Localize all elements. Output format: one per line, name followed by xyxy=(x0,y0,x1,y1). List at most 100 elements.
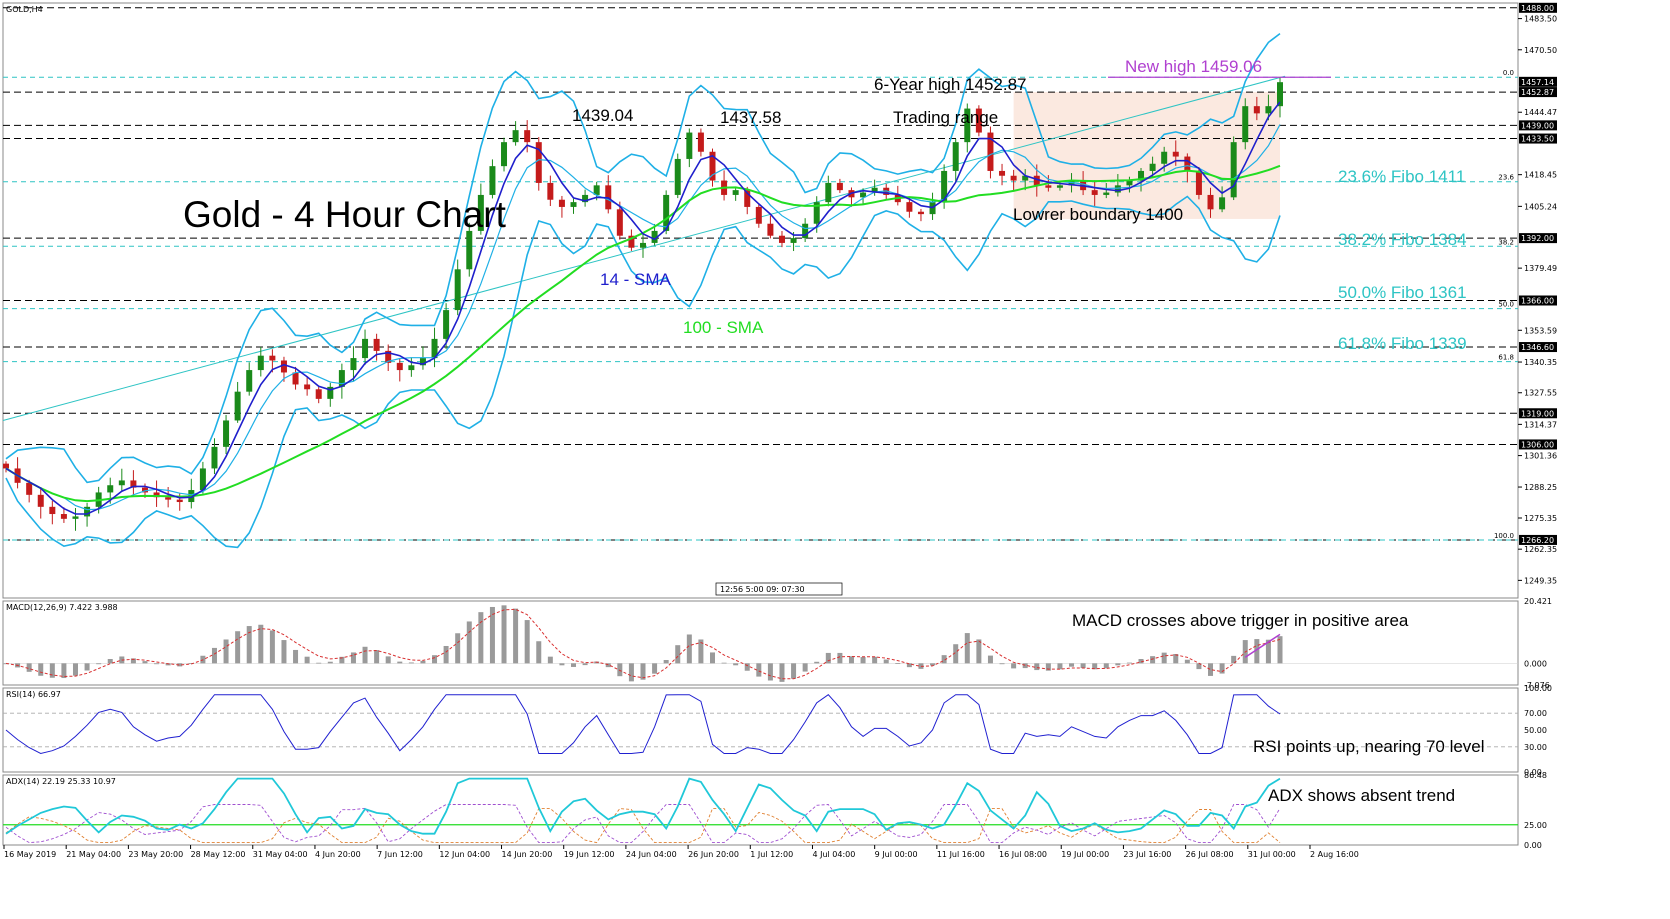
adx-note: ADX shows absent trend xyxy=(1268,786,1455,805)
date-label: 21 May 04:00 xyxy=(66,850,121,859)
candle-body xyxy=(1184,156,1191,171)
six-year-high-label: 6-Year high 1452.87 xyxy=(874,75,1027,94)
candle-body xyxy=(987,132,994,171)
price-tag-bg xyxy=(1519,408,1557,419)
candle-body xyxy=(37,494,44,507)
macd-bar xyxy=(1103,663,1109,669)
price-tag-bg xyxy=(1519,76,1557,87)
macd-bar xyxy=(293,649,299,664)
macd-bar xyxy=(339,656,345,664)
fibo-level-label: 100.0 xyxy=(1494,532,1514,540)
candle-body xyxy=(570,202,577,207)
macd-bar xyxy=(455,633,461,664)
macd-bar xyxy=(547,656,553,664)
macd-bar xyxy=(1219,663,1225,674)
macd-bar xyxy=(374,650,380,664)
macd-bar xyxy=(362,646,368,664)
candle-body xyxy=(628,235,635,248)
candle-body xyxy=(744,190,751,207)
price-tag: 1392.00 xyxy=(1521,234,1554,243)
candle-body xyxy=(1253,106,1260,114)
price-tag-bg xyxy=(1519,439,1557,450)
macd-bar xyxy=(709,652,715,664)
price-tag: 1346.60 xyxy=(1521,343,1554,352)
macd-bar xyxy=(675,645,681,664)
price-tag-bg xyxy=(1519,295,1557,306)
price-tag: 1457.14 xyxy=(1521,78,1554,87)
candle-body xyxy=(362,338,369,359)
macd-axis-label: 0.000 xyxy=(1524,659,1547,668)
candle-body xyxy=(640,242,646,248)
date-label: 1 Jul 12:00 xyxy=(750,850,793,859)
candle-body xyxy=(1230,142,1237,198)
macd-bar xyxy=(1231,655,1237,664)
adx-main-line xyxy=(5,777,1281,835)
macd-bar xyxy=(964,633,970,664)
candle-body xyxy=(118,480,125,486)
price-tag: 1319.00 xyxy=(1521,409,1554,418)
candle-body xyxy=(385,350,392,363)
price-tag-bg xyxy=(1519,534,1557,545)
peak-label-1439: 1439.04 xyxy=(572,106,633,125)
macd-bar xyxy=(1126,662,1132,664)
macd-bar xyxy=(107,659,113,664)
candle-body xyxy=(535,142,542,183)
price-tag-bg xyxy=(1519,233,1557,244)
date-label: 24 Jun 04:00 xyxy=(626,850,677,859)
price-tag-bg xyxy=(1519,2,1557,13)
price-tag-bg xyxy=(1519,342,1557,353)
macd-bar xyxy=(489,606,495,664)
candle-body xyxy=(524,130,531,143)
adx-axis-label: 0.00 xyxy=(1524,841,1542,850)
time-scroller[interactable] xyxy=(715,582,843,596)
macd-bar xyxy=(617,663,623,677)
new-high-label: New high 1459.06 xyxy=(1125,57,1262,76)
candle-body xyxy=(1195,170,1202,195)
candle-body xyxy=(802,223,809,239)
candle-body xyxy=(1172,151,1179,157)
price-label: 1470.50 xyxy=(1524,46,1557,55)
peak-label-1437: 1437.58 xyxy=(720,108,781,127)
candle-body xyxy=(755,206,762,224)
date-label: 11 Jul 16:00 xyxy=(937,850,985,859)
macd-bar xyxy=(420,660,426,664)
price-tag-bg xyxy=(1519,133,1557,144)
candle-body xyxy=(466,230,473,270)
fibo-level-label: 0.0 xyxy=(1503,69,1514,77)
adx-minus-di-line xyxy=(5,808,1281,844)
macd-indicator-label: MACD(12,26,9) 7.422 3.988 xyxy=(6,603,118,612)
macd-bar xyxy=(605,663,611,668)
macd-bar xyxy=(1115,663,1121,666)
candle-body xyxy=(836,182,843,191)
macd-bar xyxy=(953,644,959,664)
adx-plus-di-line xyxy=(5,804,1281,844)
macd-bar xyxy=(1011,663,1017,669)
price-tag-bg xyxy=(1519,87,1557,98)
candle-body xyxy=(1242,106,1249,143)
macd-bar xyxy=(779,663,785,682)
candle-body xyxy=(304,384,311,390)
macd-bar xyxy=(154,663,160,665)
candle-body xyxy=(1207,194,1214,210)
fibo-382-label: 38.2% Fibo 1384 xyxy=(1338,230,1467,249)
price-tag: 1306.00 xyxy=(1521,440,1554,449)
macd-bar xyxy=(142,661,148,664)
macd-bar xyxy=(385,656,391,664)
macd-bar xyxy=(1277,636,1283,664)
date-label: 26 Jun 20:00 xyxy=(688,850,739,859)
date-label: 31 May 04:00 xyxy=(253,850,308,859)
candle-body xyxy=(1103,192,1110,195)
bollinger-upper xyxy=(5,32,1281,484)
candle-body xyxy=(686,132,693,159)
macd-bar xyxy=(1173,654,1179,664)
candle-body xyxy=(211,446,218,469)
candle-body xyxy=(999,170,1006,176)
candle-body xyxy=(408,365,415,371)
macd-bar xyxy=(1161,652,1167,664)
macd-bar xyxy=(223,639,229,664)
macd-bar xyxy=(96,663,102,665)
macd-axis-label: 20.421 xyxy=(1524,597,1552,606)
macd-bar xyxy=(408,662,414,664)
candle-body xyxy=(199,468,206,491)
candle-body xyxy=(454,269,461,311)
